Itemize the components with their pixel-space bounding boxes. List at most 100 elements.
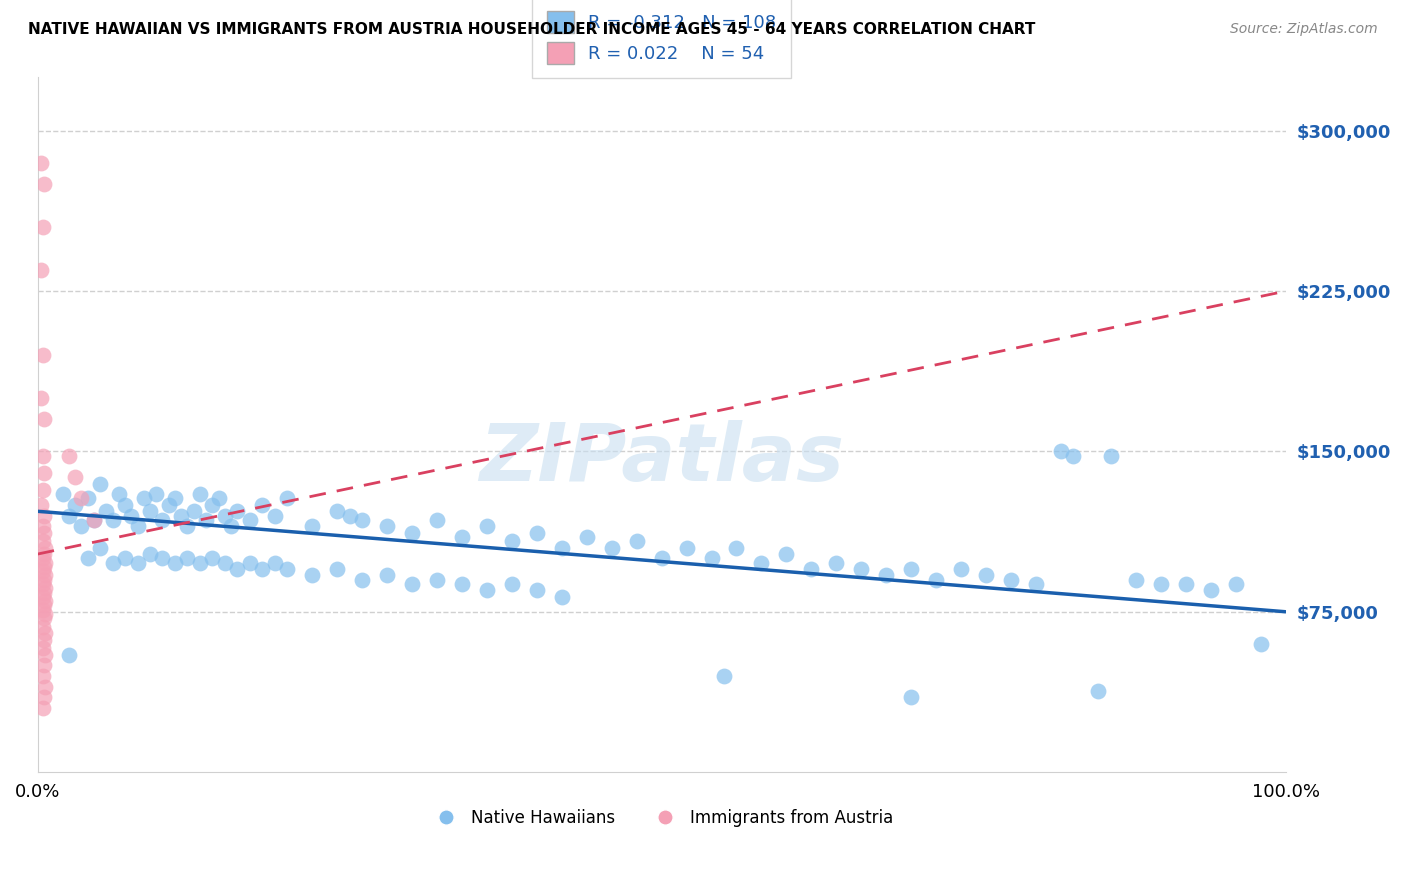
- Point: [1050, 444, 1073, 458]
- Point: [127, 556, 149, 570]
- Point: [239, 556, 262, 570]
- Point: [34, 626, 56, 640]
- Point: [551, 590, 574, 604]
- Point: [263, 556, 285, 570]
- Point: [101, 513, 124, 527]
- Point: [600, 541, 623, 555]
- Point: [263, 508, 285, 523]
- Point: [32, 599, 55, 613]
- Point: [30, 262, 52, 277]
- Point: [176, 519, 198, 533]
- Point: [326, 562, 349, 576]
- Point: [751, 556, 773, 570]
- Point: [1125, 573, 1147, 587]
- Point: [1099, 449, 1122, 463]
- Point: [31, 534, 53, 549]
- Point: [1000, 573, 1022, 587]
- Point: [1025, 577, 1047, 591]
- Point: [775, 547, 797, 561]
- Point: [32, 525, 55, 540]
- Point: [925, 573, 948, 587]
- Point: [34, 568, 56, 582]
- Point: [252, 562, 274, 576]
- Point: [34, 680, 56, 694]
- Point: [551, 541, 574, 555]
- Point: [276, 491, 298, 506]
- Point: [451, 577, 474, 591]
- Point: [31, 551, 53, 566]
- Point: [183, 504, 205, 518]
- Point: [34, 541, 56, 555]
- Point: [152, 513, 174, 527]
- Point: [70, 519, 93, 533]
- Point: [31, 577, 53, 591]
- Legend: Native Hawaiians, Immigrants from Austria: Native Hawaiians, Immigrants from Austri…: [423, 802, 900, 833]
- Point: [31, 519, 53, 533]
- Point: [58, 449, 80, 463]
- Point: [426, 573, 449, 587]
- Point: [900, 562, 922, 576]
- Point: [1199, 583, 1222, 598]
- Point: [31, 220, 53, 235]
- Point: [252, 498, 274, 512]
- Point: [127, 519, 149, 533]
- Point: [32, 178, 55, 192]
- Point: [114, 551, 136, 566]
- Point: [276, 562, 298, 576]
- Point: [52, 487, 75, 501]
- Point: [107, 487, 129, 501]
- Point: [34, 594, 56, 608]
- Point: [31, 641, 53, 656]
- Point: [501, 534, 523, 549]
- Point: [34, 648, 56, 662]
- Point: [475, 519, 498, 533]
- Point: [157, 498, 180, 512]
- Point: [31, 483, 53, 497]
- Point: [214, 556, 236, 570]
- Point: [651, 551, 673, 566]
- Point: [188, 556, 211, 570]
- Point: [32, 585, 55, 599]
- Point: [32, 466, 55, 480]
- Point: [825, 556, 848, 570]
- Point: [713, 669, 735, 683]
- Point: [63, 470, 86, 484]
- Point: [176, 551, 198, 566]
- Point: [31, 449, 53, 463]
- Point: [475, 583, 498, 598]
- Point: [152, 551, 174, 566]
- Point: [301, 519, 323, 533]
- Point: [31, 701, 53, 715]
- Point: [76, 551, 98, 566]
- Point: [58, 648, 80, 662]
- Point: [401, 525, 423, 540]
- Point: [76, 491, 98, 506]
- Point: [139, 547, 162, 561]
- Point: [34, 556, 56, 570]
- Point: [170, 508, 193, 523]
- Point: [239, 513, 262, 527]
- Point: [31, 348, 53, 362]
- Point: [96, 504, 118, 518]
- Point: [31, 590, 53, 604]
- Point: [675, 541, 697, 555]
- Point: [352, 573, 374, 587]
- Point: [89, 541, 111, 555]
- Text: NATIVE HAWAIIAN VS IMMIGRANTS FROM AUSTRIA HOUSEHOLDER INCOME AGES 45 - 64 YEARS: NATIVE HAWAIIAN VS IMMIGRANTS FROM AUSTR…: [28, 22, 1035, 37]
- Point: [70, 491, 93, 506]
- Point: [32, 508, 55, 523]
- Point: [89, 476, 111, 491]
- Point: [163, 491, 186, 506]
- Point: [1062, 449, 1084, 463]
- Point: [451, 530, 474, 544]
- Point: [201, 551, 224, 566]
- Point: [226, 562, 249, 576]
- Point: [219, 519, 242, 533]
- Point: [800, 562, 823, 576]
- Point: [58, 508, 80, 523]
- Point: [30, 391, 52, 405]
- Point: [30, 156, 52, 170]
- Point: [31, 602, 53, 616]
- Point: [526, 525, 548, 540]
- Point: [31, 620, 53, 634]
